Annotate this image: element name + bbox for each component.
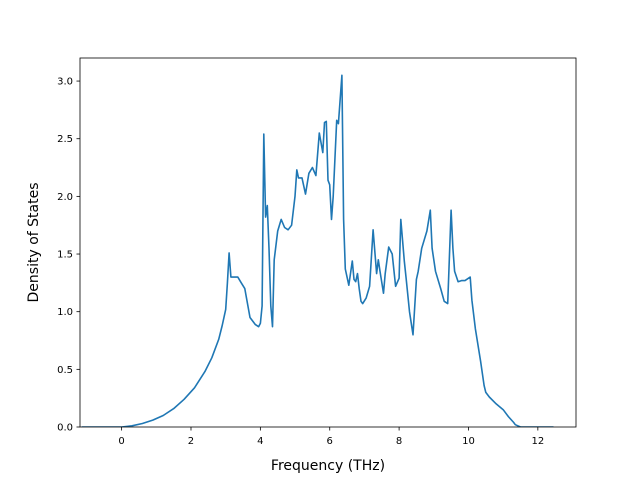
x-axis-ticks: 0 2 4 6 8 10 12 — [118, 427, 544, 447]
x-tick-label: 0 — [118, 436, 124, 447]
x-tick-label: 2 — [188, 436, 194, 447]
y-tick-label: 0.0 — [57, 423, 73, 434]
y-axis-label: Density of States — [26, 183, 42, 303]
x-tick-label: 6 — [327, 436, 333, 447]
y-tick-label: 1.0 — [57, 307, 73, 318]
x-tick-label: 12 — [531, 436, 544, 447]
plot-frame — [79, 57, 577, 428]
y-tick-label: 1.5 — [57, 250, 73, 261]
x-tick-label: 8 — [396, 436, 402, 447]
y-tick-label: 2.5 — [57, 134, 73, 145]
dos-series-line — [81, 74, 554, 427]
series-layer — [81, 74, 554, 427]
y-tick-label: 0.5 — [57, 365, 73, 376]
x-tick-label: 4 — [257, 436, 263, 447]
x-axis-label: Frequency (THz) — [271, 458, 385, 474]
x-tick-label: 10 — [462, 436, 475, 447]
y-tick-label: 2.0 — [57, 192, 73, 203]
y-tick-label: 3.0 — [57, 77, 73, 88]
y-axis-ticks: 0.0 0.5 1.0 1.5 2.0 2.5 3.0 — [57, 77, 80, 434]
